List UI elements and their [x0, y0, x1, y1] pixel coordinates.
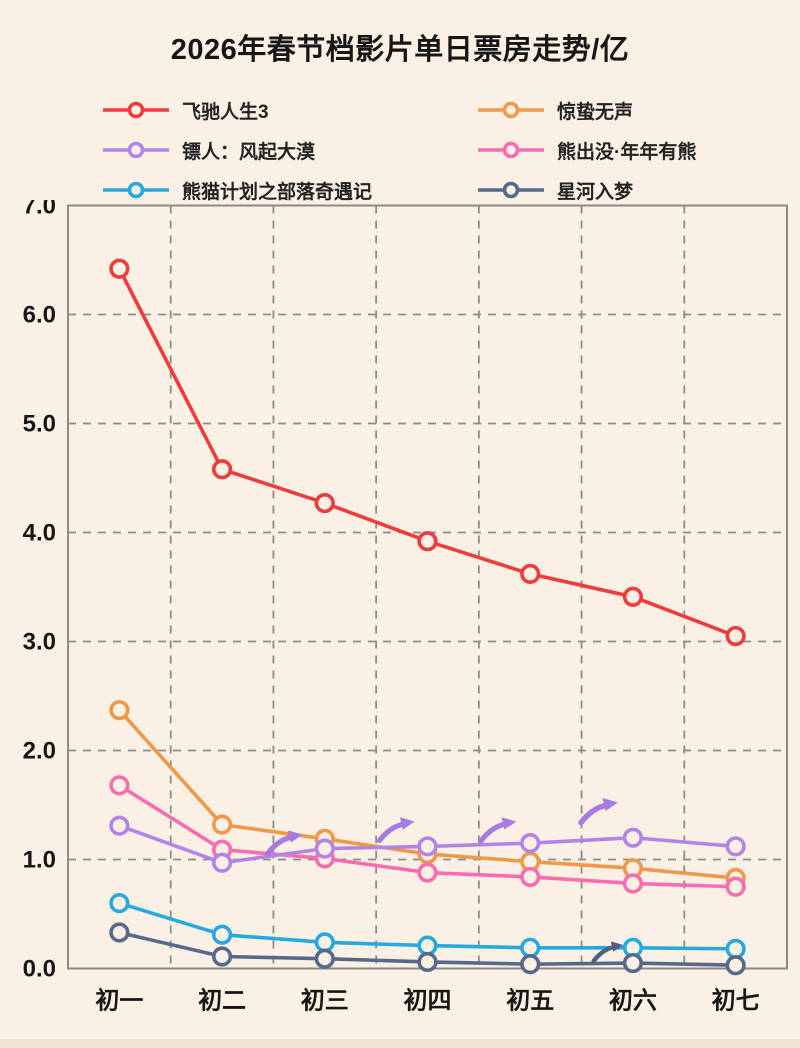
y-tick-label: 4.0: [23, 520, 56, 547]
series-marker: [211, 459, 233, 480]
x-tick-label: 初二: [198, 988, 246, 1015]
y-tick-label: 7.0: [23, 200, 56, 220]
y-tick-label: 3.0: [23, 629, 56, 656]
series-marker: [314, 492, 335, 514]
series-marker: [725, 625, 746, 647]
series-marker: [211, 946, 233, 967]
series-marker: [109, 892, 130, 914]
series-marker: [417, 951, 438, 973]
series-marker: [520, 563, 541, 585]
legend-item-label: 惊蛰无声: [557, 101, 634, 123]
line-chart: 0.0 1.0 2.0 3.0 4.0 5.0 6.0 7.0 初一 初二 初三 初四 初五 初六 初七: [23, 200, 788, 1015]
legend-item-label: 熊猫计划之部落奇遇记: [182, 181, 373, 203]
series-line: [117, 267, 737, 638]
legend-item: 熊出没·年年有熊: [478, 136, 696, 164]
trend-arrow-icon: [376, 817, 415, 844]
legend-item: 惊蛰无声: [478, 96, 696, 124]
series-marker: [622, 952, 644, 974]
page-bottom-edge: [0, 1039, 800, 1048]
legend-item: 镖人：风起大漠: [103, 136, 478, 164]
series-marker: [109, 700, 130, 721]
x-tick-label: 初三: [301, 988, 349, 1015]
legend: 飞驰人生3 惊蛰无声镖人：风起大漠 熊出没·年年有熊熊猫计划之部落奇遇记 星河入梦: [103, 96, 696, 204]
legend-item: 星河入梦: [478, 176, 696, 204]
series-marker: [109, 815, 130, 836]
series-marker: [314, 948, 335, 969]
trend-arrow-icon: [264, 830, 303, 857]
series-marker: [314, 932, 335, 953]
series-marker: [725, 938, 746, 959]
series-marker: [725, 955, 746, 976]
series-marker: [417, 836, 438, 857]
series-marker: [520, 937, 541, 958]
series-镖人：风起大漠: [109, 815, 746, 873]
chart-title: 2026年春节档影片单日票房走势/亿: [170, 34, 630, 66]
legend-item-label: 星河入梦: [557, 181, 634, 203]
series-marker: [520, 954, 541, 975]
x-tick-label: 初七: [712, 988, 760, 1015]
legend-item: 熊猫计划之部落奇遇记: [103, 176, 478, 204]
series-熊猫计划之部落奇遇记: [109, 892, 746, 959]
y-tick-label: 6.0: [23, 302, 56, 329]
trend-arrow-icon: [578, 798, 619, 826]
series-marker: [725, 836, 746, 857]
series-marker: [211, 924, 233, 945]
x-tick-label: 初一: [95, 988, 143, 1015]
legend-item-label: 熊出没·年年有熊: [557, 141, 697, 163]
series-marker: [211, 852, 233, 873]
series-marker: [520, 866, 541, 888]
trend-arrow-icon: [478, 817, 517, 844]
legend-item-label: 飞驰人生3: [182, 101, 269, 123]
series-marker: [622, 873, 644, 894]
series-marker: [622, 586, 644, 607]
x-tick-label: 初五: [506, 988, 554, 1015]
y-tick-label: 0.0: [23, 956, 56, 983]
legend-item: 飞驰人生3: [103, 96, 478, 124]
legend-marker-icon: [478, 101, 544, 119]
y-tick-label: 1.0: [23, 847, 56, 874]
series-飞驰人生3: [109, 258, 746, 647]
series-marker: [211, 814, 233, 835]
series-marker: [622, 827, 644, 848]
series-marker: [417, 935, 438, 956]
series-marker: [725, 876, 746, 897]
series-marker: [520, 833, 541, 854]
series-marker: [417, 531, 438, 552]
legend-item-label: 镖人：风起大漠: [182, 141, 316, 163]
legend-marker-icon: [103, 181, 169, 199]
series-marker: [109, 258, 130, 279]
series-marker: [314, 838, 335, 859]
trend-arrow-icon: [591, 941, 624, 964]
x-tick-label: 初四: [404, 988, 452, 1015]
series-marker: [417, 862, 438, 883]
series-marker: [109, 775, 130, 796]
axis-ticks: 0.0 1.0 2.0 3.0 4.0 5.0 6.0 7.0 初一 初二 初三 初四 初五 初六 初七: [23, 200, 760, 1015]
series-星河入梦: [109, 922, 746, 976]
y-tick-label: 2.0: [23, 738, 56, 765]
legend-marker-icon: [103, 141, 169, 159]
x-tick-label: 初六: [609, 988, 657, 1015]
series-marker: [109, 922, 130, 943]
legend-marker-icon: [478, 181, 544, 199]
y-tick-label: 5.0: [23, 411, 56, 438]
legend-marker-icon: [478, 141, 544, 159]
legend-marker-icon: [103, 101, 169, 119]
series-熊出没·年年有熊: [109, 775, 746, 897]
